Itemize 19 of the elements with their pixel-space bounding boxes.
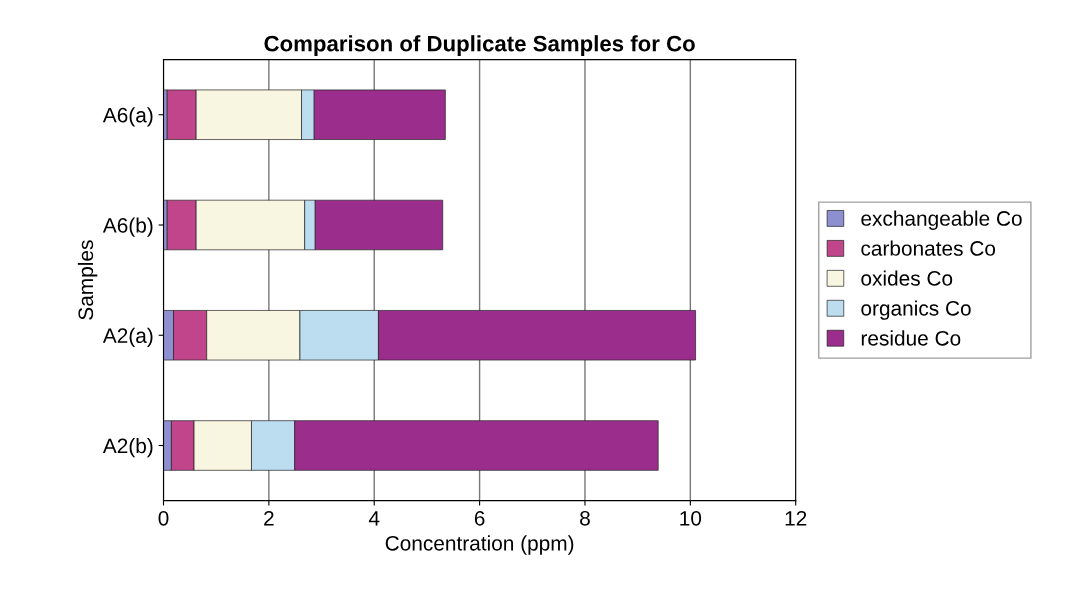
legend-label: residue Co [861,330,961,346]
x-tick-label: 6 [474,510,485,526]
y-axis-title: Samples [77,240,98,320]
x-axis-title: Concentration (ppm) [385,535,574,555]
y-tick-label: A6(a) [102,107,153,127]
y-tick-label: A2(a) [102,327,153,348]
legend-label: oxides Co [861,270,953,286]
x-tick-label: 0 [158,510,169,526]
x-tick-label: 12 [785,510,807,526]
x-tick-label: 4 [368,511,380,526]
legend-label: exchangeable Co [861,210,1022,230]
legend-label: organics Co [861,300,971,320]
y-tick-label: A6(b) [102,217,153,237]
legend-label: carbonates Co [861,240,996,256]
y-tick-label: A2(b) [102,437,153,458]
chart-title: Comparison of Duplicate Samples for Co [264,35,695,56]
x-tick-label: 10 [680,510,702,526]
x-tick-label: 8 [580,510,590,526]
x-tick-label: 2 [264,510,274,526]
